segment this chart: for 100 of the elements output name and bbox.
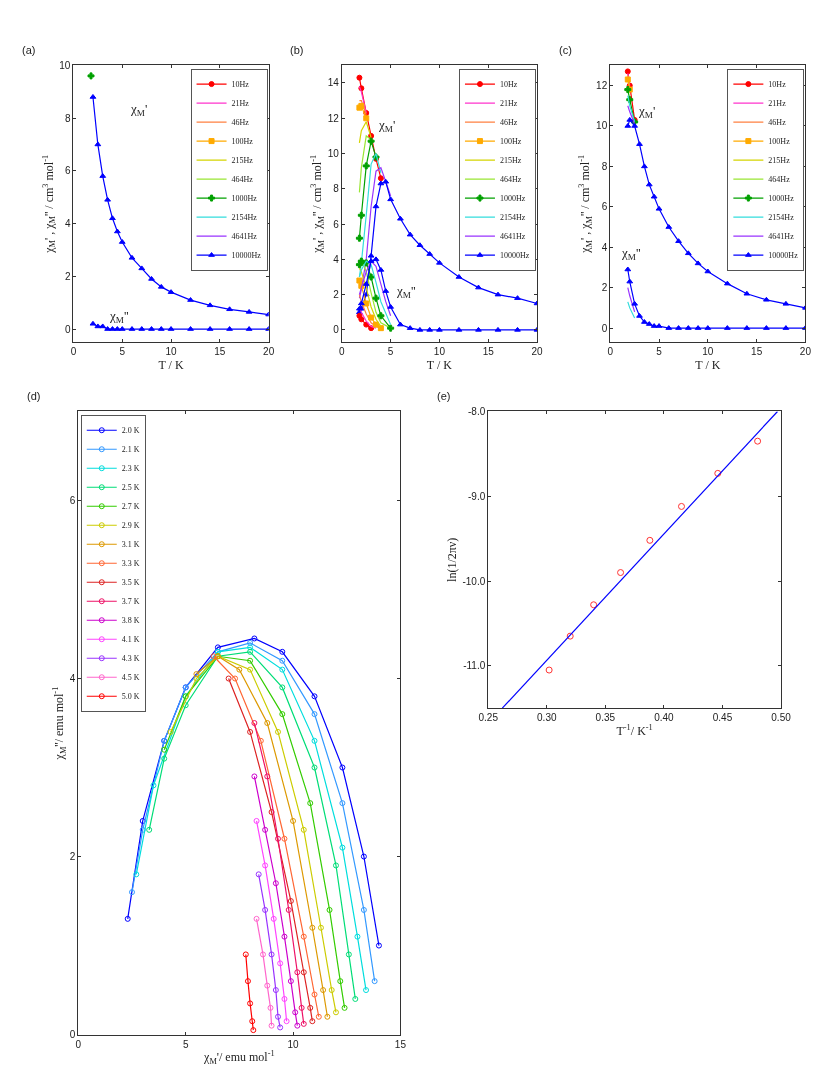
legend-label: 46Hz: [499, 118, 518, 128]
x-axis-title: T$^{-1}$/ K$^{-1}$: [616, 723, 653, 739]
y-tick-label: 6: [333, 218, 340, 230]
y-tick-label: 6: [69, 495, 76, 506]
legend-label: 5.0 K: [121, 692, 140, 702]
y-tick-label: 10: [596, 120, 608, 132]
legend-label: 4.5 K: [121, 673, 140, 683]
y-tick-label: 10: [327, 148, 340, 160]
x-tick-label: 5: [119, 346, 126, 358]
x-tick-label: 15: [214, 346, 226, 358]
annotation: χ$_{M}$'': [396, 283, 416, 300]
y-tick-label: 2: [69, 851, 76, 863]
legend-label: 4641Hz: [768, 232, 795, 242]
legend-label: 2.3 K: [121, 464, 140, 474]
y-tick-label: 12: [327, 112, 340, 124]
x-tick-label: 0.45: [712, 712, 733, 724]
legend-label: 3.5 K: [121, 578, 140, 588]
y-tick-label: 6: [64, 165, 71, 177]
chart-title: (a): [22, 44, 36, 56]
y-tick-label: 0: [69, 1029, 76, 1041]
x-tick-label: 5: [182, 1038, 189, 1050]
legend-label: 10000Hz: [768, 251, 799, 261]
legend-label: 10000Hz: [231, 251, 262, 261]
legend-label: 46Hz: [768, 118, 787, 128]
x-tick-label: 0.50: [771, 712, 792, 724]
x-tick-label: 5: [656, 346, 663, 358]
legend-label: 4.3 K: [121, 654, 140, 664]
legend-label: 464Hz: [231, 175, 254, 185]
y-tick-label: 8: [64, 112, 71, 124]
x-tick-label: 0.25: [478, 712, 499, 724]
legend-label: 4641Hz: [231, 232, 258, 242]
y-tick-label: 0: [333, 324, 340, 336]
x-tick-label: 20: [799, 346, 812, 358]
y-tick-label: 2: [601, 282, 608, 294]
legend-label: 21Hz: [231, 99, 250, 109]
legend-label: 2154Hz: [231, 213, 258, 223]
legend-label: 2.0 K: [121, 426, 140, 436]
y-tick-label: -11.0: [463, 660, 486, 672]
y-tick-label: 10: [59, 59, 71, 71]
y-tick-label: 12: [596, 80, 608, 92]
legend-label: 2.9 K: [121, 521, 140, 531]
legend-label: 10Hz: [231, 80, 250, 90]
x-axis-title: T / K: [695, 358, 721, 373]
chart-title: (c): [559, 44, 572, 56]
y-tick-label: -9.0: [468, 490, 486, 502]
y-axis-title: ln(1/2πν): [444, 537, 459, 582]
chart-title: (e): [437, 390, 451, 402]
annotation: χ$_{M}$'': [109, 308, 129, 325]
legend-label: 1000Hz: [768, 194, 795, 204]
legend-label: 215Hz: [231, 156, 254, 166]
annotation: χ$_{M}$': [130, 101, 148, 118]
x-axis-title: T / K: [426, 358, 453, 373]
legend-label: 1000Hz: [231, 194, 258, 204]
x-tick-label: 20: [263, 346, 275, 358]
y-tick-label: 14: [327, 77, 340, 89]
legend-label: 2.5 K: [121, 483, 140, 493]
y-tick-label: 0: [64, 323, 71, 335]
x-tick-label: 15: [751, 346, 763, 358]
x-tick-label: 10: [702, 346, 714, 358]
legend-label: 3.3 K: [121, 559, 140, 569]
legend-label: 4.1 K: [121, 635, 140, 645]
legend-label: 3.8 K: [121, 616, 140, 626]
legend-label: 464Hz: [499, 175, 522, 185]
x-tick-label: 20: [531, 346, 544, 358]
chart-title: (b): [290, 44, 304, 56]
legend-label: 21Hz: [768, 99, 787, 109]
x-tick-label: 5: [387, 346, 394, 358]
legend-label: 464Hz: [768, 175, 791, 185]
y-tick-label: -8.0: [468, 405, 486, 417]
legend-label: 2.1 K: [121, 445, 140, 455]
legend-label: 10Hz: [499, 80, 518, 90]
y-tick-label: 4: [333, 253, 340, 265]
y-tick-label: 8: [333, 183, 340, 195]
legend-label: 2.7 K: [121, 502, 140, 512]
y-tick-label: 4: [64, 218, 71, 230]
annotation: χ$_{M}$': [638, 103, 656, 120]
y-tick-label: 0: [601, 322, 608, 334]
x-tick-label: 0.40: [654, 712, 675, 724]
legend-label: 100Hz: [231, 137, 254, 147]
chart-title: (d): [27, 390, 41, 402]
y-tick-label: 6: [601, 201, 608, 213]
annotation: χ$_{M}$': [378, 117, 396, 134]
y-tick-label: 2: [64, 270, 71, 282]
legend-label: 21Hz: [499, 99, 518, 109]
legend-label: 3.1 K: [121, 540, 140, 550]
legend-label: 100Hz: [768, 137, 791, 147]
x-tick-label: 15: [482, 346, 495, 358]
legend-label: 10000Hz: [499, 251, 530, 261]
legend-label: 2154Hz: [768, 213, 795, 223]
legend-label: 1000Hz: [499, 194, 526, 204]
legend-label: 100Hz: [499, 137, 522, 147]
legend-label: 215Hz: [768, 156, 791, 166]
y-tick-label: 4: [69, 673, 76, 685]
legend-label: 46Hz: [231, 118, 250, 128]
legend-label: 2154Hz: [499, 213, 526, 223]
legend-label: 3.7 K: [121, 597, 140, 607]
x-axis-title: χ$_{M}$'/ emu mol$^{-1}$: [203, 1049, 275, 1066]
x-tick-label: 10: [287, 1038, 300, 1050]
legend-label: 4641Hz: [499, 232, 526, 242]
x-tick-label: 10: [433, 346, 446, 358]
